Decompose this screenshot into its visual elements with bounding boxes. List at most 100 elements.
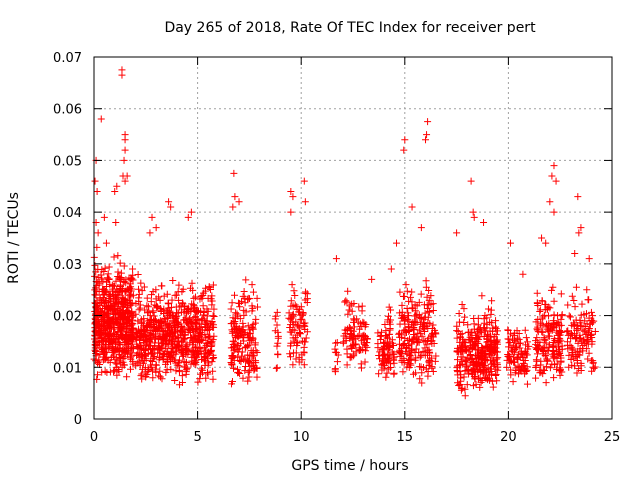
- data-point: [148, 349, 156, 357]
- data-point: [355, 303, 363, 311]
- data-point: [302, 289, 310, 297]
- data-point: [120, 339, 128, 347]
- data-point: [157, 282, 165, 290]
- data-point: [379, 338, 387, 346]
- data-point: [584, 355, 592, 363]
- data-point: [478, 292, 486, 300]
- data-point: [459, 338, 467, 346]
- y-axis-label: ROTI / TECUs: [6, 192, 22, 284]
- data-point: [422, 277, 430, 285]
- data-point: [195, 329, 203, 337]
- data-point: [229, 364, 237, 372]
- data-point: [334, 351, 342, 359]
- data-point: [460, 305, 468, 313]
- data-point: [414, 338, 422, 346]
- data-point: [476, 383, 484, 391]
- data-point: [300, 321, 308, 329]
- data-point: [189, 341, 197, 349]
- data-point: [479, 344, 487, 352]
- data-point: [292, 349, 300, 357]
- data-point: [250, 366, 258, 374]
- data-point: [121, 177, 129, 185]
- data-point: [378, 361, 386, 369]
- data-point: [543, 320, 551, 328]
- data-point: [181, 363, 189, 371]
- data-point: [536, 369, 544, 377]
- data-point: [412, 333, 420, 341]
- data-point: [480, 218, 488, 226]
- data-point: [427, 292, 435, 300]
- data-point: [127, 355, 135, 363]
- x-tick-label: 5: [193, 430, 201, 445]
- data-point: [112, 277, 120, 285]
- data-point: [568, 361, 576, 369]
- data-point: [583, 335, 591, 343]
- data-point: [207, 295, 215, 303]
- data-point: [540, 343, 548, 351]
- data-point: [133, 351, 141, 359]
- data-point: [105, 310, 113, 318]
- y-tick-label: 0.07: [53, 51, 82, 66]
- data-point: [589, 363, 597, 371]
- data-point: [538, 328, 546, 336]
- data-point: [482, 357, 490, 365]
- data-point: [155, 372, 163, 380]
- data-point: [473, 358, 481, 366]
- data-point: [422, 136, 430, 144]
- data-point: [120, 314, 128, 322]
- data-point: [200, 350, 208, 358]
- data-point: [158, 375, 166, 383]
- data-point: [209, 351, 217, 359]
- data-point: [164, 299, 172, 307]
- data-point: [480, 315, 488, 323]
- data-point: [556, 364, 564, 372]
- data-point: [581, 317, 589, 325]
- data-point: [377, 336, 385, 344]
- data-point: [382, 331, 390, 339]
- data-point: [210, 312, 218, 320]
- data-point: [453, 334, 461, 342]
- data-point: [358, 337, 366, 345]
- data-point: [488, 352, 496, 360]
- x-axis-label: GPS time / hours: [291, 458, 408, 474]
- data-point: [415, 298, 423, 306]
- data-point: [93, 243, 101, 251]
- data-point: [514, 362, 522, 370]
- data-point: [522, 349, 530, 357]
- data-point: [135, 358, 143, 366]
- data-point: [234, 333, 242, 341]
- data-point: [504, 326, 512, 334]
- data-point: [197, 292, 205, 300]
- data-point: [132, 362, 140, 370]
- plot-frame: [93, 56, 613, 420]
- data-point: [152, 224, 160, 232]
- data-point: [424, 313, 432, 321]
- data-point: [107, 353, 115, 361]
- x-tick-label: 10: [293, 430, 310, 445]
- data-point: [171, 376, 179, 384]
- data-point: [101, 329, 109, 337]
- data-point: [564, 345, 572, 353]
- data-point: [417, 330, 425, 338]
- data-point: [138, 331, 146, 339]
- data-point: [423, 131, 431, 139]
- data-point: [103, 303, 111, 311]
- data-point: [179, 285, 187, 293]
- data-point: [396, 288, 404, 296]
- data-point: [190, 294, 198, 302]
- data-point: [140, 338, 148, 346]
- data-point: [507, 371, 515, 379]
- data-point: [385, 355, 393, 363]
- data-point: [180, 334, 188, 342]
- data-point: [422, 365, 430, 373]
- data-point: [343, 361, 351, 369]
- data-point: [194, 316, 202, 324]
- y-tick-label: 0.01: [53, 361, 82, 376]
- data-point: [172, 303, 180, 311]
- data-point: [557, 315, 565, 323]
- data-point: [400, 317, 408, 325]
- data-point: [196, 375, 204, 383]
- data-point: [168, 326, 176, 334]
- data-point: [350, 316, 358, 324]
- data-point: [429, 321, 437, 329]
